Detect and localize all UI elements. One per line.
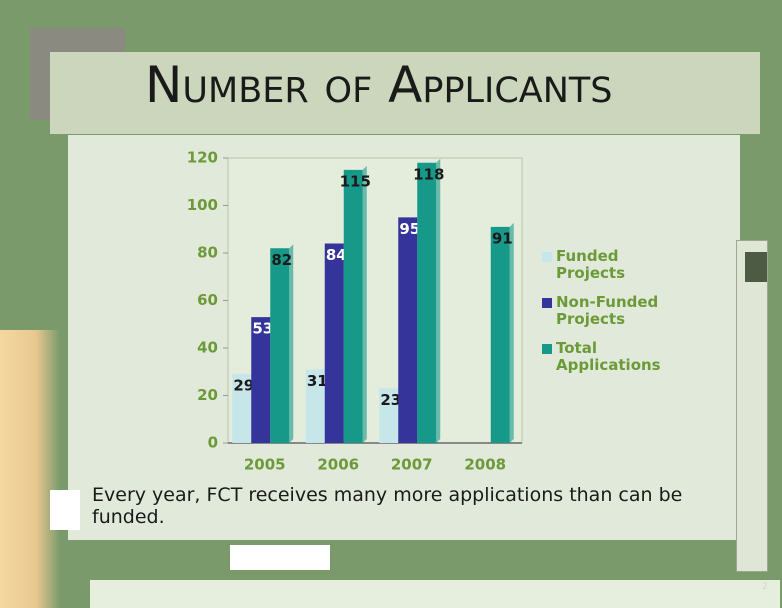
data-label: 118 xyxy=(413,165,444,183)
bar-side xyxy=(289,244,293,443)
y-tick-label: 120 xyxy=(187,149,218,167)
data-label: 23 xyxy=(380,391,401,409)
data-label: 82 xyxy=(271,251,292,269)
data-label: 53 xyxy=(252,320,273,338)
data-label: 91 xyxy=(492,229,513,247)
y-tick-label: 100 xyxy=(187,196,218,214)
legend-label: Non-Funded Projects xyxy=(556,294,672,328)
y-tick-label: 80 xyxy=(197,244,218,262)
x-tick-label: 2005 xyxy=(244,456,286,474)
legend-label: Total Applications xyxy=(556,340,672,374)
slide: Number of Applicants 2 02040608010012020… xyxy=(0,0,782,608)
data-label: 95 xyxy=(399,220,420,238)
bar xyxy=(325,244,344,444)
data-label: 29 xyxy=(233,377,254,395)
y-tick-label: 20 xyxy=(197,386,218,404)
bar xyxy=(491,227,510,443)
x-tick-label: 2007 xyxy=(391,456,433,474)
y-tick-label: 40 xyxy=(197,339,218,357)
bar xyxy=(398,217,417,443)
legend-label: Funded Projects xyxy=(556,248,672,282)
caption: Every year, FCT receives many more appli… xyxy=(92,484,692,528)
data-label: 84 xyxy=(326,246,347,264)
bar-side xyxy=(363,166,367,443)
bar-side xyxy=(436,159,440,443)
bar-side xyxy=(510,223,514,443)
legend-swatch xyxy=(542,298,552,308)
y-tick-label: 60 xyxy=(197,291,218,309)
y-tick-label: 0 xyxy=(208,434,218,452)
legend-item: Total Applications xyxy=(542,340,672,374)
x-tick-label: 2006 xyxy=(317,456,359,474)
data-label: 31 xyxy=(307,372,328,390)
bar xyxy=(417,163,436,443)
legend-swatch xyxy=(542,344,552,354)
legend-item: Funded Projects xyxy=(542,248,672,282)
data-label: 115 xyxy=(340,172,371,190)
bar xyxy=(344,170,363,443)
bar xyxy=(270,248,289,443)
legend-item: Non-Funded Projects xyxy=(542,294,672,328)
x-tick-label: 2008 xyxy=(464,456,506,474)
legend-swatch xyxy=(542,252,552,262)
